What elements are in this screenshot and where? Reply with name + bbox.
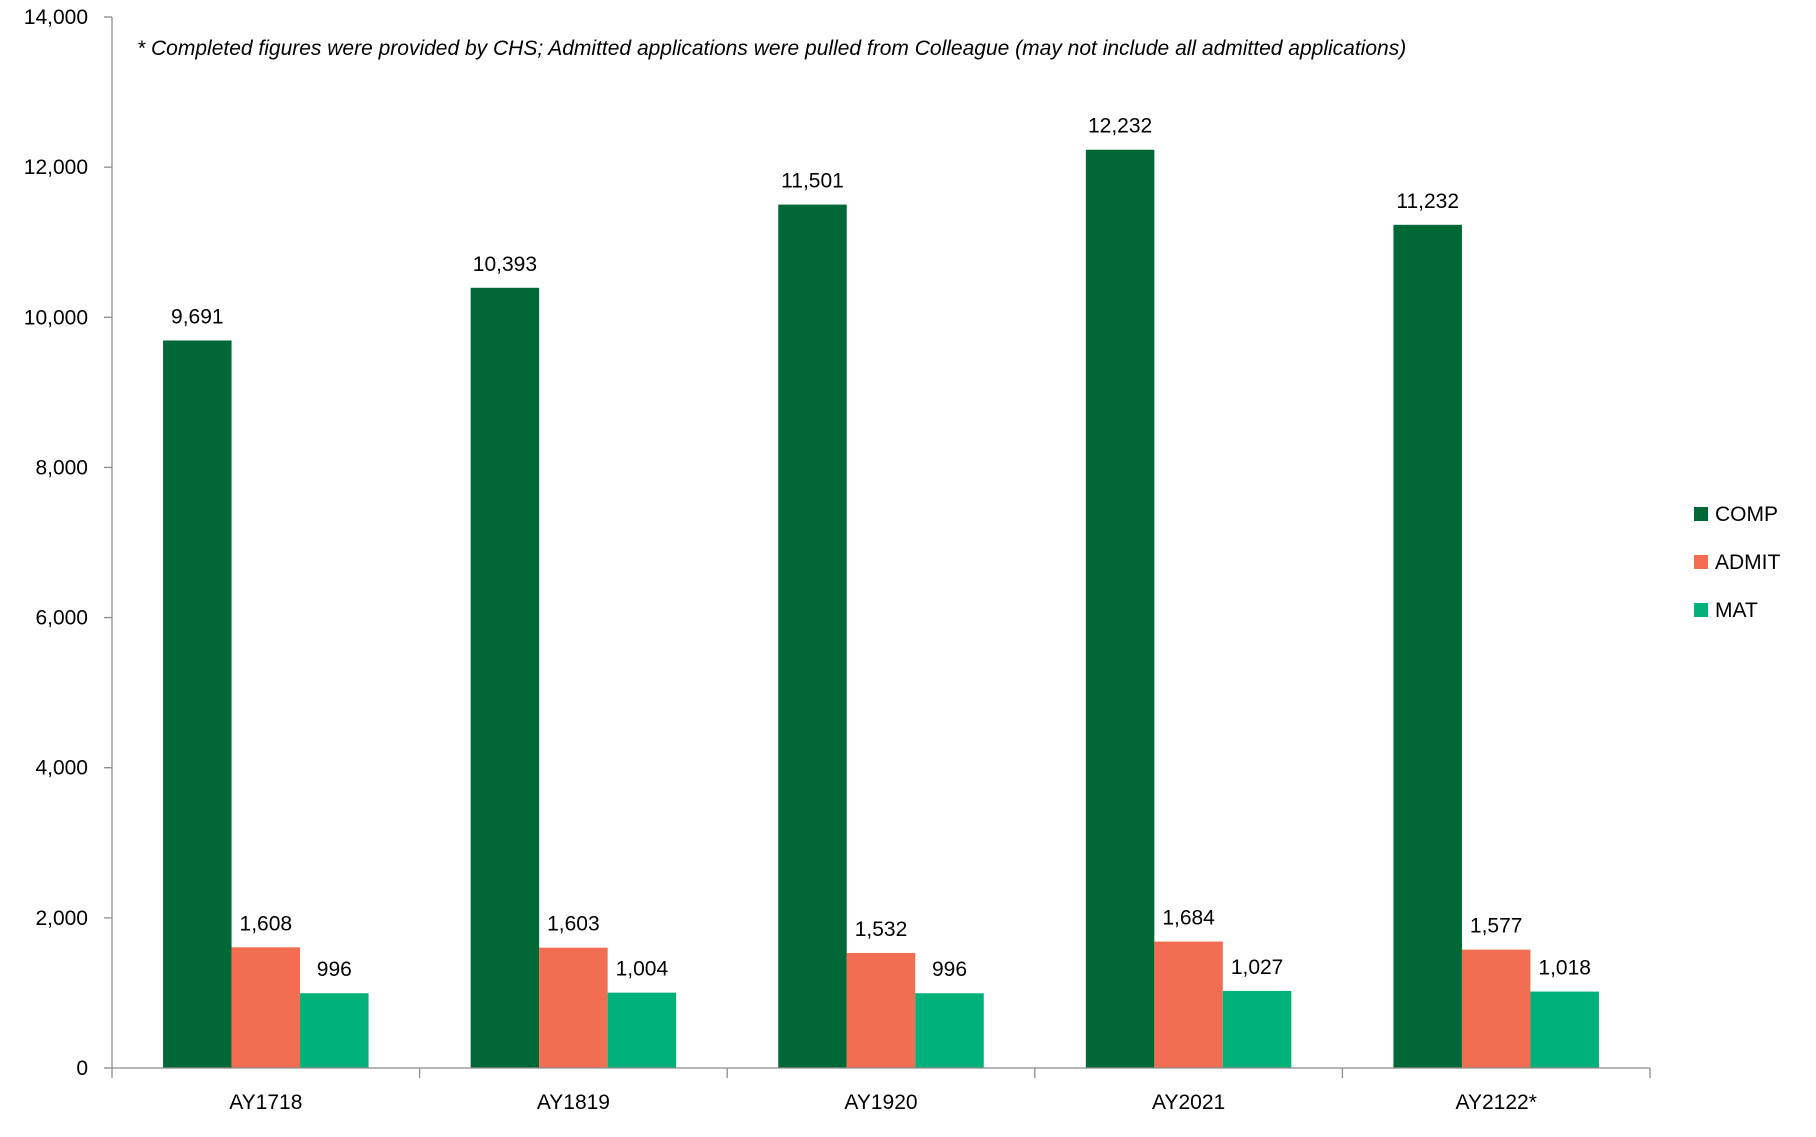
data-labels-group: 9,691 1,608 996 10,393 1,603 1,004 11,501 1,532… [171, 115, 1591, 982]
legend-label-mat: MAT [1715, 599, 1758, 622]
data-label-mat-ay2122: 1,018 [1538, 957, 1591, 980]
data-label-mat-ay1920: 996 [932, 958, 967, 981]
bars-group [163, 149, 1599, 1068]
data-label-admit-ay1819: 1,603 [547, 913, 600, 936]
data-label-mat-ay2021: 1,027 [1231, 956, 1284, 979]
y-tick-label: 8,000 [35, 456, 88, 479]
data-label-comp-ay1920: 11,501 [781, 170, 844, 193]
bar-comp-ay1718 [163, 340, 232, 1068]
data-label-comp-ay2122: 11,232 [1396, 190, 1459, 213]
bar-admit-ay1920 [846, 952, 916, 1068]
bar-mat-ay2122 [1530, 991, 1599, 1068]
data-label-admit-ay1718: 1,608 [240, 912, 293, 935]
bar-admit-ay1819 [539, 947, 608, 1068]
data-label-admit-ay2021: 1,684 [1162, 907, 1215, 930]
bar-comp-ay1819 [470, 287, 540, 1068]
data-label-comp-ay1819: 10,393 [473, 253, 537, 276]
legend-label-comp: COMP [1715, 503, 1778, 526]
data-label-comp-ay2021: 12,232 [1088, 115, 1152, 138]
y-axis: 0 2,000 4,000 6,000 8,000 10,000 12,000 14,000 [24, 6, 113, 1080]
data-label-mat-ay1819: 1,004 [616, 958, 669, 981]
bar-mat-ay1819 [607, 992, 677, 1068]
bar-admit-ay2021 [1154, 941, 1223, 1068]
bar-mat-ay2021 [1222, 990, 1292, 1068]
y-tick-label: 0 [76, 1057, 88, 1080]
bar-comp-ay2021 [1085, 149, 1155, 1068]
x-tick-label: AY1819 [537, 1091, 610, 1114]
bar-mat-ay1718 [300, 993, 369, 1068]
data-label-admit-ay2122: 1,577 [1470, 915, 1523, 938]
x-axis: AY1718 AY1819 AY1920 AY2021 AY2122* [111, 1067, 1651, 1114]
data-label-admit-ay1920: 1,532 [855, 918, 908, 941]
y-tick-label: 12,000 [24, 156, 88, 179]
x-tick-label: AY2122* [1456, 1091, 1537, 1114]
x-tick-label: AY2021 [1152, 1091, 1225, 1114]
x-tick-label: AY1718 [229, 1091, 302, 1114]
legend-swatch-comp [1694, 507, 1708, 521]
legend-swatch-mat [1694, 603, 1708, 617]
bar-comp-ay2122 [1393, 224, 1462, 1068]
y-tick-label: 14,000 [24, 6, 88, 29]
y-tick-label: 10,000 [24, 306, 88, 329]
bar-admit-ay2122 [1461, 949, 1531, 1068]
data-label-mat-ay1718: 996 [317, 958, 352, 981]
bar-mat-ay1920 [915, 993, 984, 1068]
x-tick-label: AY1920 [844, 1091, 917, 1114]
data-label-comp-ay1718: 9,691 [171, 305, 224, 328]
y-tick-label: 2,000 [35, 907, 88, 930]
legend: COMP ADMIT MAT [1694, 503, 1781, 622]
y-tick-label: 6,000 [35, 607, 88, 630]
legend-label-admit: ADMIT [1715, 551, 1781, 574]
y-tick-label: 4,000 [35, 757, 88, 780]
bar-admit-ay1718 [231, 947, 301, 1068]
legend-swatch-admit [1694, 555, 1708, 569]
chart-annotation: * Completed figures were provided by CHS… [137, 37, 1406, 60]
bar-comp-ay1920 [778, 204, 847, 1068]
